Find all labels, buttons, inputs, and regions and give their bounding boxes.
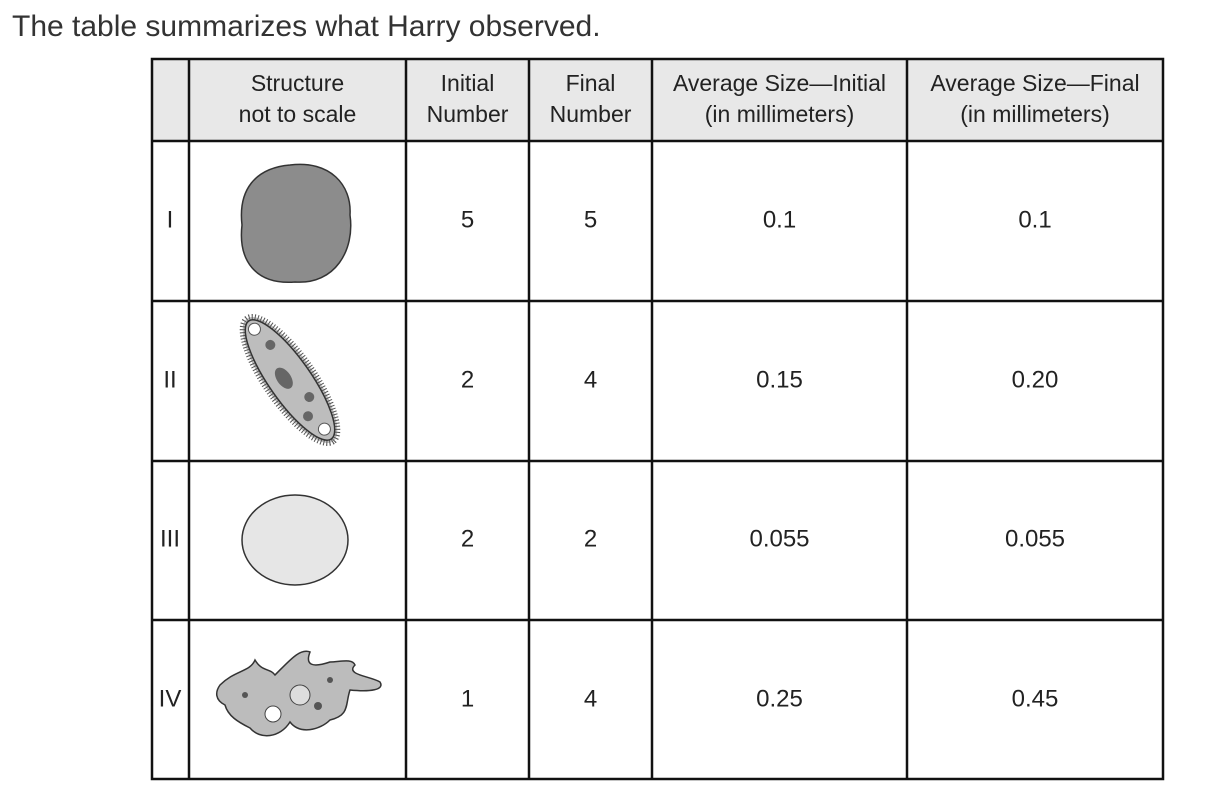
cell-text: 0.055 xyxy=(749,525,809,552)
header-text: Initial xyxy=(441,70,495,96)
row-label: III xyxy=(160,525,180,552)
illustration-egg xyxy=(241,494,349,586)
illustration-amoeba xyxy=(215,650,382,737)
cell-text: 0.1 xyxy=(763,206,796,233)
cell-text: 5 xyxy=(461,206,474,233)
cell-text: 4 xyxy=(584,685,597,712)
intro-text: The table summarizes what Harry observed… xyxy=(12,10,601,43)
row-label: II xyxy=(163,366,176,393)
cell-text: 0.15 xyxy=(756,366,803,393)
row-label: IV xyxy=(159,685,182,712)
header-text: Final xyxy=(566,70,616,96)
header-text: Structure xyxy=(251,70,344,96)
header-text: (in millimeters) xyxy=(960,101,1110,127)
cell-text: 2 xyxy=(461,525,474,552)
header-text: Average Size—Final xyxy=(930,70,1139,96)
illustration-paramecium xyxy=(239,314,341,446)
row-label: I xyxy=(167,206,174,233)
header-text: not to scale xyxy=(239,101,357,127)
header-text: Average Size—Initial xyxy=(673,70,886,96)
table-grid xyxy=(150,57,1165,781)
cell-text: 1 xyxy=(461,685,474,712)
cell-text: 4 xyxy=(584,366,597,393)
header-text: Number xyxy=(550,101,632,127)
cell-text: 0.1 xyxy=(1018,206,1051,233)
cell-text: 0.25 xyxy=(756,685,803,712)
cell-text: 5 xyxy=(584,206,597,233)
illustration-cell xyxy=(240,163,352,283)
header-bg xyxy=(152,59,1163,141)
cell-text: 2 xyxy=(461,366,474,393)
header-text: Number xyxy=(427,101,509,127)
cell-text: 0.20 xyxy=(1012,366,1059,393)
cell-text: 2 xyxy=(584,525,597,552)
cell-text: 0.45 xyxy=(1012,685,1059,712)
header-text: (in millimeters) xyxy=(705,101,855,127)
cell-text: 0.055 xyxy=(1005,525,1065,552)
